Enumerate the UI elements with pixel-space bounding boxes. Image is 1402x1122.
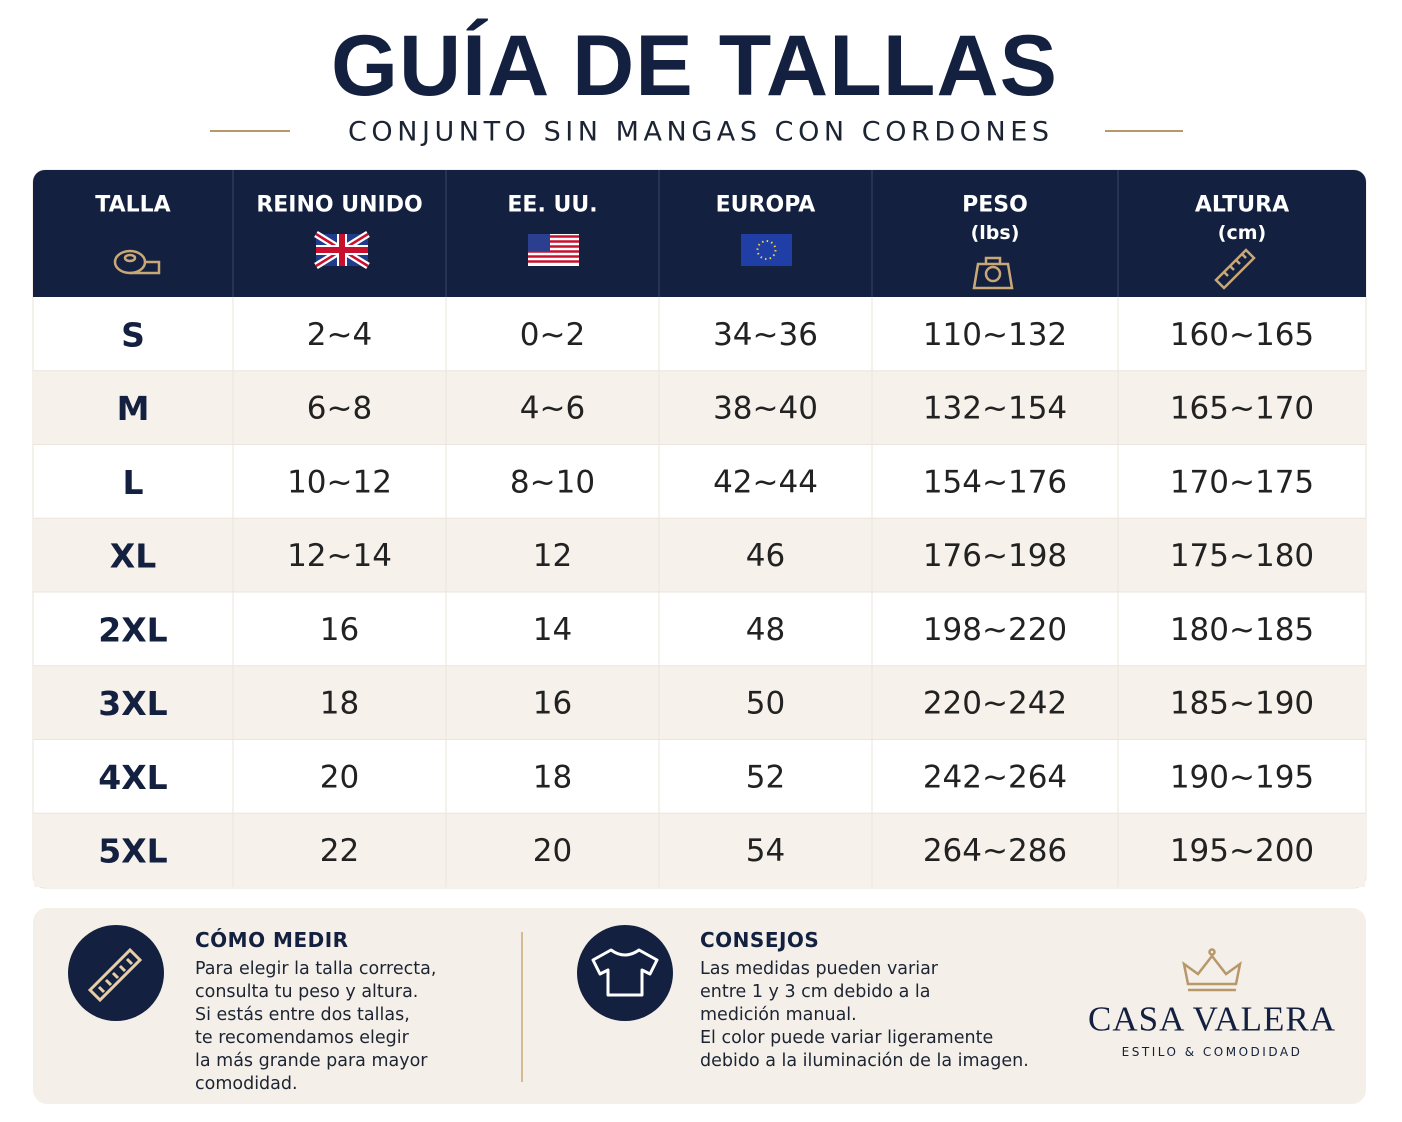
brand-tagline: ESTILO & COMODIDAD — [1122, 1045, 1303, 1059]
table-cell: 198~220 — [923, 612, 1067, 648]
table-cell: 20 — [533, 833, 572, 869]
table-cell: 170~175 — [1170, 464, 1314, 500]
shirt-icon — [577, 925, 673, 1021]
crown-logo — [1182, 948, 1242, 992]
note-title: CÓMO MEDIR — [195, 928, 349, 952]
table-cell: 175~180 — [1170, 538, 1314, 574]
table-cell: 110~132 — [923, 317, 1067, 353]
table-cell: 48 — [746, 612, 785, 648]
table-row — [34, 518, 1365, 592]
table-cell: 38~40 — [713, 391, 818, 427]
size-cell: 3XL — [98, 684, 167, 723]
table-cell: 16 — [320, 612, 359, 648]
note-line: entre 1 y 3 cm debido a la — [700, 982, 931, 1002]
size-cell: M — [117, 389, 150, 428]
title: GUÍA DE TALLAS — [331, 18, 1057, 114]
table-cell: 195~200 — [1170, 833, 1314, 869]
table-cell: 12 — [533, 538, 572, 574]
column-header: EE. UU. — [507, 193, 597, 218]
table-cell: 20 — [320, 759, 359, 795]
column-unit: (cm) — [1218, 222, 1266, 244]
table-cell: 4~6 — [520, 391, 585, 427]
note-line: medición manual. — [700, 1005, 857, 1025]
table-cell: 264~286 — [923, 833, 1067, 869]
table-cell: 34~36 — [713, 317, 818, 353]
table-cell: 10~12 — [287, 464, 392, 500]
header-icons — [113, 248, 1256, 290]
column-unit: (lbs) — [971, 222, 1020, 244]
brand-name: CASA VALERA — [1088, 1000, 1336, 1039]
table-cell: 242~264 — [923, 759, 1067, 795]
table-cell: 220~242 — [923, 686, 1067, 722]
table-cell: 190~195 — [1170, 759, 1314, 795]
table-row — [34, 370, 1365, 445]
table-cell: 14 — [533, 612, 572, 648]
subtitle: CONJUNTO SIN MANGAS CON CORDONES — [348, 117, 1052, 148]
table-cell: 50 — [746, 686, 785, 722]
table-cell: 18 — [320, 686, 359, 722]
table-cell: 2~4 — [307, 317, 372, 353]
column-header: EUROPA — [716, 193, 816, 218]
note-line: Si estás entre dos tallas, — [195, 1005, 410, 1025]
table-cell: 18 — [533, 759, 572, 795]
table-cell: 8~10 — [510, 464, 595, 500]
table-cell: 54 — [746, 833, 785, 869]
column-header: TALLA — [95, 193, 170, 218]
size-cell: L — [122, 463, 143, 502]
table-row — [34, 665, 1365, 740]
table-cell: 165~170 — [1170, 391, 1314, 427]
column-header: ALTURA — [1195, 193, 1289, 218]
table-cell: 0~2 — [520, 317, 585, 353]
ruler-icon — [1214, 248, 1256, 290]
table-cell: 46 — [746, 538, 785, 574]
tape-icon — [113, 249, 161, 275]
note-line: Para elegir la talla correcta, — [195, 959, 436, 979]
table-cell: 132~154 — [923, 391, 1067, 427]
table-row — [34, 739, 1365, 814]
size-cell: XL — [110, 537, 156, 576]
size-cell: 5XL — [98, 832, 167, 871]
table-cell: 176~198 — [923, 538, 1067, 574]
table-row — [34, 297, 1365, 371]
size-cell: 4XL — [98, 758, 167, 797]
table-row — [34, 444, 1365, 519]
note-line: la más grande para mayor — [195, 1051, 428, 1071]
note-line: te recomendamos elegir — [195, 1028, 410, 1048]
table-cell: 52 — [746, 759, 785, 795]
table-cell: 16 — [533, 686, 572, 722]
note-line: Las medidas pueden variar — [700, 959, 939, 979]
table-cell: 22 — [320, 833, 359, 869]
table-row — [34, 592, 1365, 666]
note-title: CONSEJOS — [700, 928, 819, 952]
table-cell: 185~190 — [1170, 686, 1314, 722]
column-header: PESO — [962, 193, 1028, 218]
note-line: debido a la iluminación de la imagen. — [700, 1051, 1029, 1071]
size-cell: 2XL — [98, 610, 167, 649]
table: S 2~4 0~2 34~36 110~132 160~165 M 6~8 4~6 38~40 13… — [32, 169, 1367, 889]
table-cell: 160~165 — [1170, 317, 1314, 353]
uk-flag — [314, 231, 370, 269]
note-line: comodidad. — [195, 1074, 298, 1094]
table-cell: 42~44 — [713, 464, 818, 500]
table-row — [34, 813, 1365, 887]
eu-flag — [741, 234, 792, 266]
table-cell: 180~185 — [1170, 612, 1314, 648]
us-flag — [528, 234, 579, 266]
table-cell: 6~8 — [307, 391, 372, 427]
table-cell: 154~176 — [923, 464, 1067, 500]
table-cell: 12~14 — [287, 538, 392, 574]
note-line: consulta tu peso y altura. — [195, 982, 418, 1002]
scale-icon — [972, 256, 1014, 290]
column-header: REINO UNIDO — [256, 193, 422, 218]
note-line: El color puede variar ligeramente — [700, 1028, 993, 1048]
notes-panel — [33, 908, 1366, 1104]
measure-icon — [68, 925, 164, 1021]
size-cell: S — [121, 315, 145, 354]
